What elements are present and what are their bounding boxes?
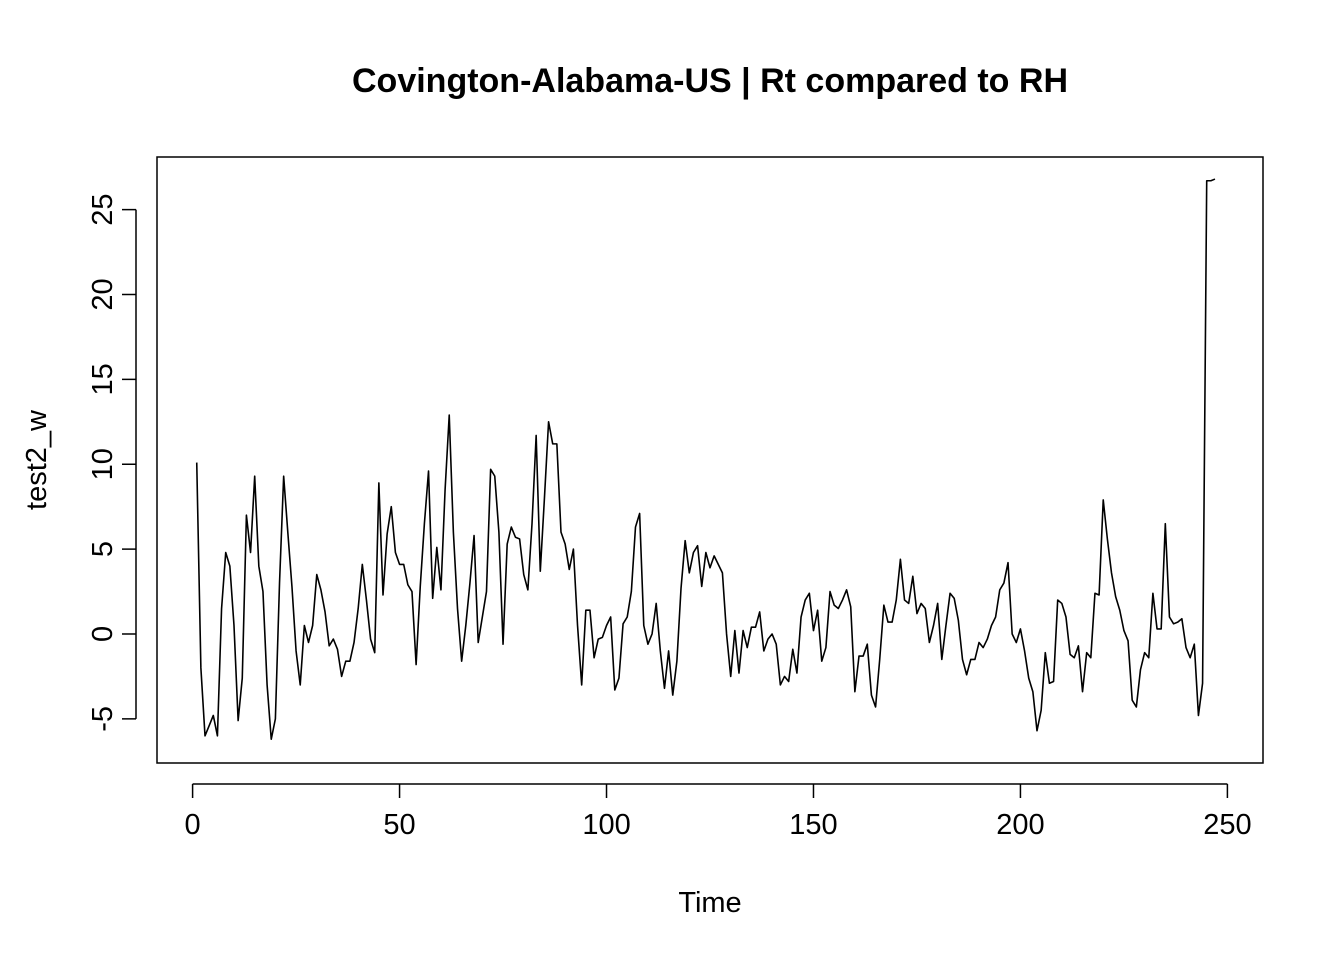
- y-tick-label: 20: [87, 278, 119, 310]
- y-axis-label: test2_w: [21, 409, 53, 510]
- y-tick-label: 10: [87, 448, 119, 480]
- series-line: [195, 178, 1216, 741]
- x-tick-label: 250: [1203, 809, 1251, 841]
- x-tick-label: 0: [185, 809, 201, 841]
- x-tick-label: 200: [996, 809, 1044, 841]
- y-tick-label: 5: [87, 541, 119, 557]
- x-tick-label: 150: [789, 809, 837, 841]
- y-tick-label: 0: [87, 626, 119, 642]
- x-axis: 0 50 100 150 200 250: [185, 783, 1252, 841]
- y-tick-label: -5: [87, 706, 119, 732]
- y-axis: -5 0 5 10 15 20 25: [87, 193, 137, 732]
- x-axis-label: Time: [678, 887, 741, 919]
- x-tick-label: 100: [582, 809, 630, 841]
- y-tick-label: 15: [87, 363, 119, 395]
- y-tick-label: 25: [87, 193, 119, 225]
- chart-title: Covington-Alabama-US | Rt compared to RH: [352, 62, 1068, 100]
- x-tick-label: 50: [383, 809, 415, 841]
- plot-frame: [156, 156, 1264, 764]
